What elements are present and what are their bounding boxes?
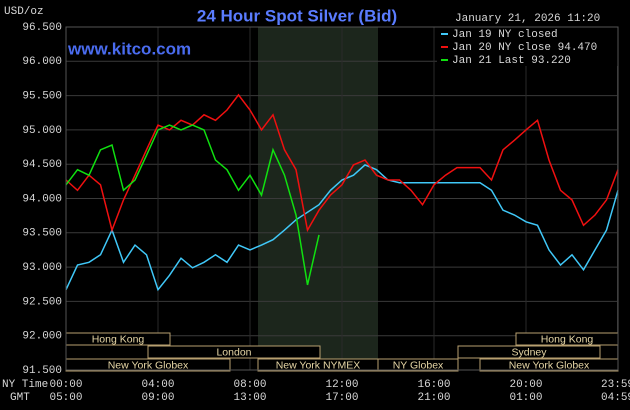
- y-tick-label: 93.500: [22, 228, 62, 240]
- session-label: New York NYMEX: [276, 359, 361, 371]
- legend-label: Jan 21 Last 93.220: [452, 55, 571, 67]
- x-tick-label-gmt: 21:00: [417, 392, 450, 404]
- series-line: [65, 164, 619, 292]
- session-label: New York Globex: [509, 359, 590, 371]
- y-tick-label: 96.000: [22, 56, 62, 68]
- y-tick-label: 94.500: [22, 159, 62, 171]
- y-tick-label: 92.500: [22, 296, 62, 308]
- watermark: www.kitco.com: [67, 39, 191, 58]
- chart-title: 24 Hour Spot Silver (Bid): [197, 6, 397, 25]
- plot-frame: [65, 26, 619, 371]
- x-row-label: GMT: [10, 392, 30, 404]
- lines: [65, 93, 619, 292]
- session-label: Sydney: [511, 346, 547, 358]
- y-tick-label: 93.000: [22, 262, 62, 274]
- timestamp: January 21, 2026 11:20: [455, 13, 600, 25]
- x-tick-label: 20:00: [509, 379, 542, 391]
- x-row-label: NY Time: [2, 379, 48, 391]
- y-tick-label: 94.000: [22, 193, 62, 205]
- x-tick-label-gmt: 17:00: [325, 392, 358, 404]
- session-label: Hong Kong: [541, 333, 594, 345]
- x-tick-label-gmt: 01:00: [509, 392, 542, 404]
- session-bar: [457, 345, 601, 359]
- x-tick-label: 08:00: [233, 379, 266, 391]
- x-tick-label: 00:00: [49, 379, 82, 391]
- session-label: Hong Kong: [92, 333, 145, 345]
- legend-label: Jan 20 NY close 94.470: [452, 42, 597, 54]
- series-line: [65, 93, 619, 233]
- y-label: USD/oz: [4, 6, 44, 18]
- session-bar: [377, 358, 459, 372]
- y-tick-label: 96.500: [22, 22, 62, 34]
- x-tick-label-gmt: 13:00: [233, 392, 266, 404]
- x-tick-label: 12:00: [325, 379, 358, 391]
- x-tick-label-gmt: 09:00: [141, 392, 174, 404]
- legend-label: Jan 19 NY closed: [452, 29, 558, 41]
- session-label: London: [216, 346, 251, 358]
- x-tick-label: 23:59: [601, 379, 630, 391]
- legend: [437, 26, 620, 66]
- series-line: [65, 124, 320, 286]
- x-tick-label-gmt: 04:59: [601, 392, 630, 404]
- y-tick-label: 91.500: [22, 365, 62, 377]
- y-tick-label: 92.000: [22, 331, 62, 343]
- session-bar: [147, 345, 321, 359]
- y-tick-label: 95.500: [22, 91, 62, 103]
- x-tick-label: 16:00: [417, 379, 450, 391]
- y-tick-label: 95.000: [22, 125, 62, 137]
- session-label: NY Globex: [393, 359, 444, 371]
- session-label: New York Globex: [108, 359, 189, 371]
- x-tick-label-gmt: 05:00: [49, 392, 82, 404]
- x-tick-label: 04:00: [141, 379, 174, 391]
